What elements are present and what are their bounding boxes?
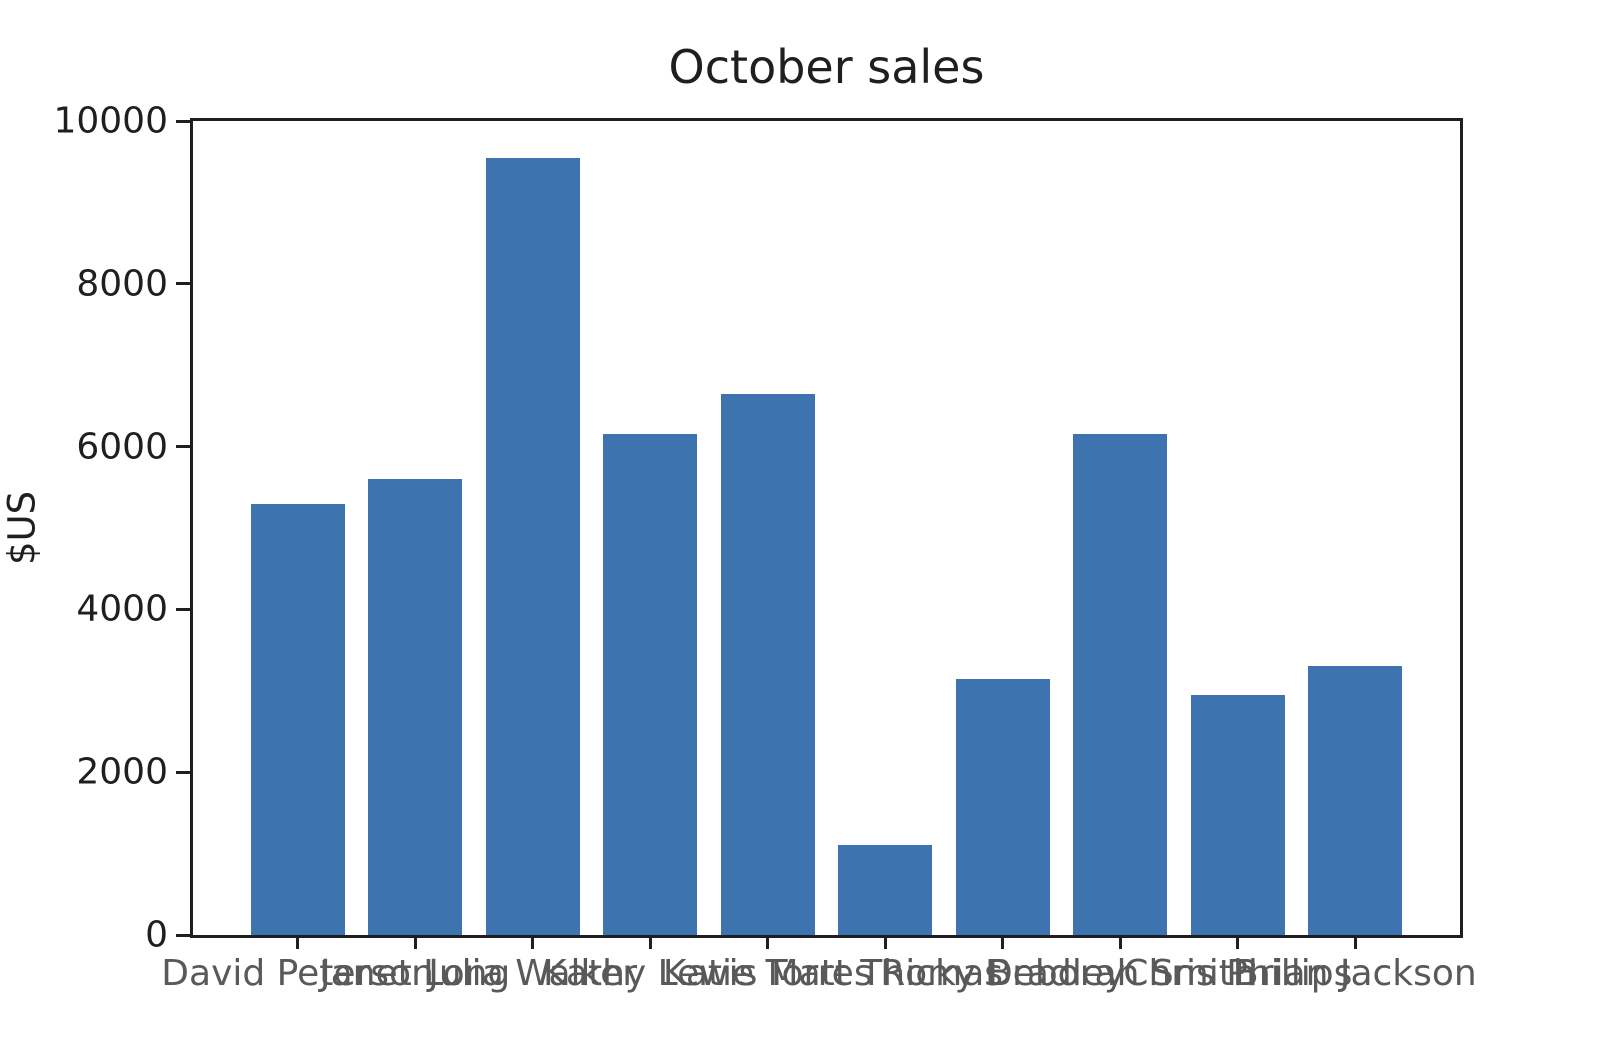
plot-area: David Peterson Janet Long Julia Walker Kath… xyxy=(53,101,1476,995)
x-tick-label: Julia Walker xyxy=(428,953,638,994)
bar xyxy=(720,393,815,935)
x-tick-mark xyxy=(1353,935,1357,949)
bar xyxy=(250,503,345,935)
bar xyxy=(955,678,1050,935)
x-tick-mark xyxy=(531,935,535,949)
x-tick-mark xyxy=(648,935,652,949)
y-tick-mark xyxy=(176,445,190,449)
x-tick-mark xyxy=(296,935,300,949)
x-tick-label: Brian Jackson xyxy=(1234,953,1477,994)
x-tick-label: Chris Phillips xyxy=(1123,953,1353,994)
x-tick-mark xyxy=(766,935,770,949)
x-tick-mark xyxy=(1236,935,1240,949)
y-tick-mark xyxy=(176,933,190,937)
chart-title: October sales xyxy=(668,40,985,94)
y-tick-label: 0 xyxy=(145,914,168,956)
y-tick-label: 8000 xyxy=(76,263,168,305)
x-tick-label: Ricky Bradley xyxy=(880,953,1126,994)
x-tick-mark xyxy=(413,935,417,949)
y-tick-mark xyxy=(176,770,190,774)
x-tick-label: Janet Long xyxy=(319,953,511,994)
x-tick-label: Matt Thomas xyxy=(767,953,1004,994)
y-tick-mark xyxy=(176,607,190,611)
y-tick-mark xyxy=(176,282,190,286)
x-tick-mark xyxy=(1118,935,1122,949)
x-tick-label: Deborah Smith xyxy=(984,953,1256,994)
bar xyxy=(1073,434,1168,935)
y-tick-label: 4000 xyxy=(76,588,168,630)
bar xyxy=(838,845,933,935)
y-axis-label: $US xyxy=(0,490,44,566)
bar xyxy=(603,434,698,935)
bar xyxy=(485,157,580,935)
y-tick-label: 2000 xyxy=(76,751,168,793)
y-tick-label: 10000 xyxy=(53,100,168,142)
x-tick-label: Katie Torres xyxy=(662,953,873,994)
y-tick-mark xyxy=(176,119,190,123)
x-tick-mark xyxy=(1001,935,1005,949)
bar xyxy=(368,479,463,935)
bar xyxy=(1190,694,1285,935)
x-tick-label: Kathy Lewis xyxy=(542,953,758,994)
bar xyxy=(1308,666,1403,935)
x-tick-mark xyxy=(883,935,887,949)
x-tick-label: David Peterson xyxy=(161,953,434,994)
y-tick-label: 6000 xyxy=(76,426,168,468)
